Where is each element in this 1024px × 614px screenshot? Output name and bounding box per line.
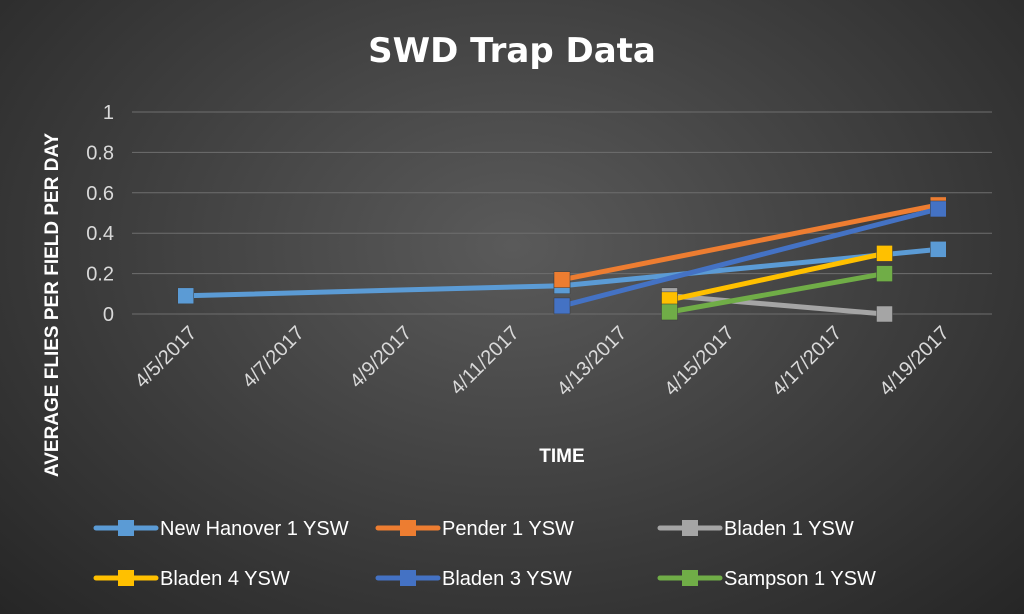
y-tick-label: 0.6	[86, 183, 114, 205]
chart-title: SWD Trap Data	[368, 31, 656, 71]
y-tick-label: 1	[103, 102, 114, 124]
series-line	[559, 206, 941, 309]
y-axis-label: AVERAGE FLIES PER FIELD PER DAY	[42, 133, 63, 477]
data-point	[661, 303, 678, 321]
y-tick-label: 0	[103, 304, 114, 326]
legend-label: Bladen 4 YSW	[160, 568, 290, 590]
x-tick-label: 4/5/2017	[131, 322, 202, 393]
legend-item: Pender 1 YSW	[375, 518, 574, 540]
legend-swatch-marker	[682, 520, 698, 536]
legend-swatch-marker	[682, 570, 698, 586]
legend-swatch-marker	[118, 520, 134, 536]
legend-swatch-marker	[118, 570, 134, 586]
data-point	[930, 200, 947, 218]
data-point	[930, 241, 947, 258]
gridlines	[132, 111, 992, 315]
x-tick-label: 4/7/2017	[238, 322, 309, 393]
legend: New Hanover 1 YSW Pender 1 YSW Bladen 1 YS…	[93, 518, 876, 590]
x-tick-label: 4/11/2017	[446, 322, 523, 399]
legend-label: New Hanover 1 YSW	[160, 518, 349, 540]
x-tick-label: 4/19/2017	[875, 322, 953, 400]
y-tick-label: 0.2	[86, 264, 114, 286]
legend-label: Bladen 3 YSW	[442, 568, 572, 590]
series-line	[667, 271, 887, 315]
data-point	[876, 305, 893, 323]
series-lines	[177, 196, 947, 323]
legend-item: Bladen 3 YSW	[375, 568, 572, 590]
legend-item: Bladen 1 YSW	[657, 518, 854, 540]
y-tick-label: 0.4	[86, 223, 114, 245]
legend-item: Sampson 1 YSW	[657, 568, 876, 590]
data-point	[876, 245, 893, 262]
y-tick-label: 0.8	[86, 142, 114, 164]
legend-label: Sampson 1 YSW	[724, 568, 876, 590]
series-line	[667, 293, 887, 317]
series-4	[553, 200, 947, 315]
data-point	[553, 271, 571, 288]
legend-label: Pender 1 YSW	[442, 518, 574, 540]
legend-swatch-marker	[400, 570, 416, 586]
legend-swatch-marker	[400, 520, 416, 536]
legend-item: New Hanover 1 YSW	[93, 518, 349, 540]
x-tick-label: 4/15/2017	[660, 322, 738, 400]
y-axis-ticks: 0 0.2 0.4 0.6 0.8 1	[86, 102, 114, 326]
x-axis-label: TIME	[539, 446, 584, 467]
series-line	[667, 250, 887, 303]
data-point	[177, 287, 194, 305]
series-line	[559, 202, 941, 283]
legend-label: Bladen 1 YSW	[724, 518, 854, 540]
legend-item: Bladen 4 YSW	[93, 568, 290, 590]
x-tick-label: 4/13/2017	[553, 322, 631, 400]
x-axis-ticks: 4/5/2017 4/7/2017 4/9/2017 4/11/2017 4/13/20…	[131, 322, 954, 400]
series-5	[661, 265, 893, 321]
data-point	[876, 265, 893, 282]
data-point	[553, 297, 571, 315]
x-tick-label: 4/17/2017	[768, 322, 846, 400]
x-tick-label: 4/9/2017	[346, 322, 417, 393]
